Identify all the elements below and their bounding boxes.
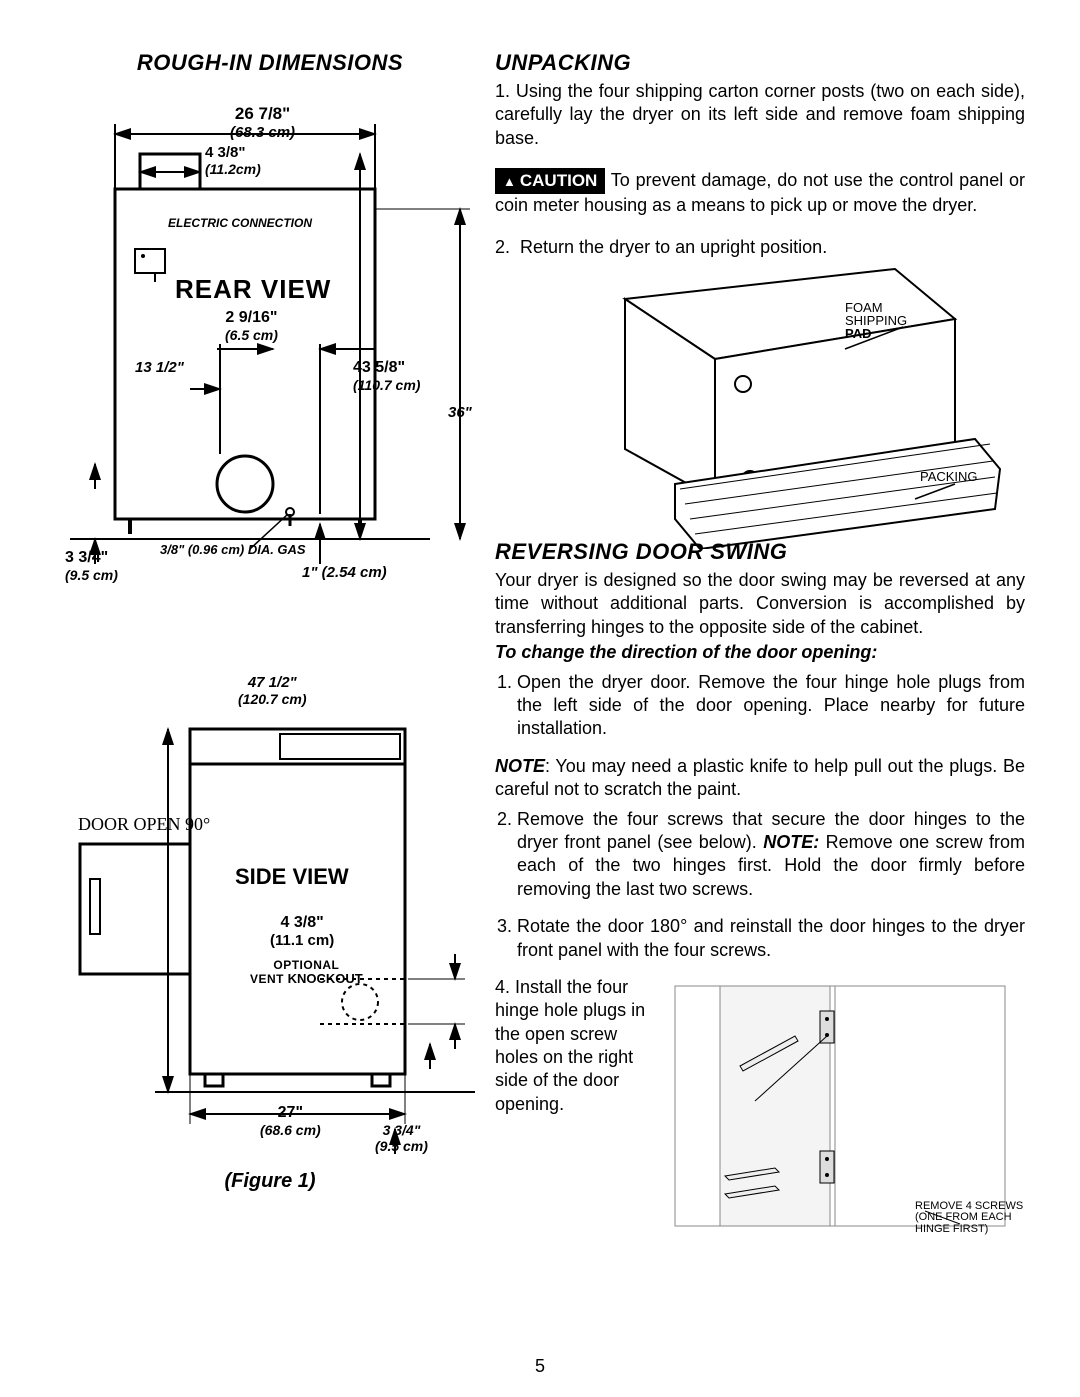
unpacking-step2-text: Return the dryer to an upright position. [520,237,827,257]
left-column: ROUGH-IN DIMENSIONS [60,50,480,1193]
reverse-subhead: To change the direction of the door open… [495,641,1025,664]
side-leg-in: 3 3/4" [375,1122,428,1138]
dim-conn-in: 4 3/8" [205,144,245,161]
knockout-l2: VENT [250,972,284,986]
reverse-step2: Remove the four screws that secure the d… [517,808,1025,902]
reverse-step3: Rotate the door 180° and reinstall the d… [517,915,1025,962]
foam-pad-illustration [525,249,1025,549]
unpacking-title: UNPACKING [495,50,1025,76]
hinge-illustration [665,976,1015,1236]
dim-13-1-2: 13 1/2" [135,359,184,376]
unpacking-step1-text: Using the four shipping carton corner po… [495,81,1025,148]
page-number: 5 [0,1356,1080,1377]
side-h-in: 47 1/2" [238,674,306,691]
dim-leg-cm: (9.5 cm) [65,567,118,583]
note-label: NOTE [495,756,545,776]
side-vent-in: 4 3/8" [270,914,334,932]
dim-h-in: 43 5/8" [353,359,420,377]
rough-in-title: ROUGH-IN DIMENSIONS [60,50,480,76]
dim-1in: 1" (2.54 cm) [302,564,387,581]
unpacking-step1: 1. Using the four shipping carton corner… [495,80,1025,150]
reverse-step2-note-label: NOTE: [763,832,819,852]
dim-leg-in: 3 3/4" [65,549,118,567]
dim-top-in: 26 7/8" [230,104,295,124]
packing-label: PACKING [920,469,978,484]
rear-view-heading: REAR VIEW [175,274,331,305]
dim-gas: 3/8" (0.96 cm) DIA. GAS [160,542,306,557]
figure-1-label: (Figure 1) [60,1170,480,1193]
reverse-step4: Install the four hinge hole plugs in the… [495,977,645,1114]
side-h-cm: (120.7 cm) [238,691,306,707]
dim-conn-cm: (11.2cm) [205,161,261,177]
rear-view-diagram [60,94,480,604]
dim-hole-cm: (6.5 cm) [225,327,278,343]
right-column: UNPACKING 1. Using the four shipping car… [495,50,1025,1236]
side-depth-in: 27" [260,1104,321,1122]
side-vent-cm: (11.1 cm) [270,932,334,949]
caution-badge: CAUTION [495,168,605,194]
side-view-heading: SIDE VIEW [235,864,349,890]
side-leg-cm: (9.5 cm) [375,1138,428,1154]
note-text: : You may need a plastic knife to help p… [495,756,1025,799]
door-open-label: DOOR OPEN 90° [78,814,210,835]
dim-36: 36" [448,404,472,421]
reverse-title: REVERSING DOOR SWING [495,539,1025,565]
remove-l3: HINGE FIRST) [915,1224,1023,1236]
dim-h-cm: (110.7 cm) [353,377,420,393]
reverse-step1: Open the dryer door. Remove the four hin… [517,671,1025,741]
side-depth-cm: (68.6 cm) [260,1122,321,1138]
label-elec-conn: ELECTRIC CONNECTION [168,216,312,230]
caution-block: CAUTION To prevent damage, do not use th… [495,168,1025,217]
dim-top-cm: (68.3 cm) [230,124,295,141]
reverse-intro: Your dryer is designed so the door swing… [495,569,1025,639]
dim-hole-in: 2 9/16" [225,309,278,327]
reverse-step4-wrap: 4. Install the four hinge hole plugs in … [495,976,665,1236]
reverse-steps: Open the dryer door. Remove the four hin… [495,671,1025,741]
manual-page: ROUGH-IN DIMENSIONS [0,0,1080,1397]
foam-l3: PAD [845,327,907,340]
knockout-l3: KNOCKOUT [288,971,363,986]
